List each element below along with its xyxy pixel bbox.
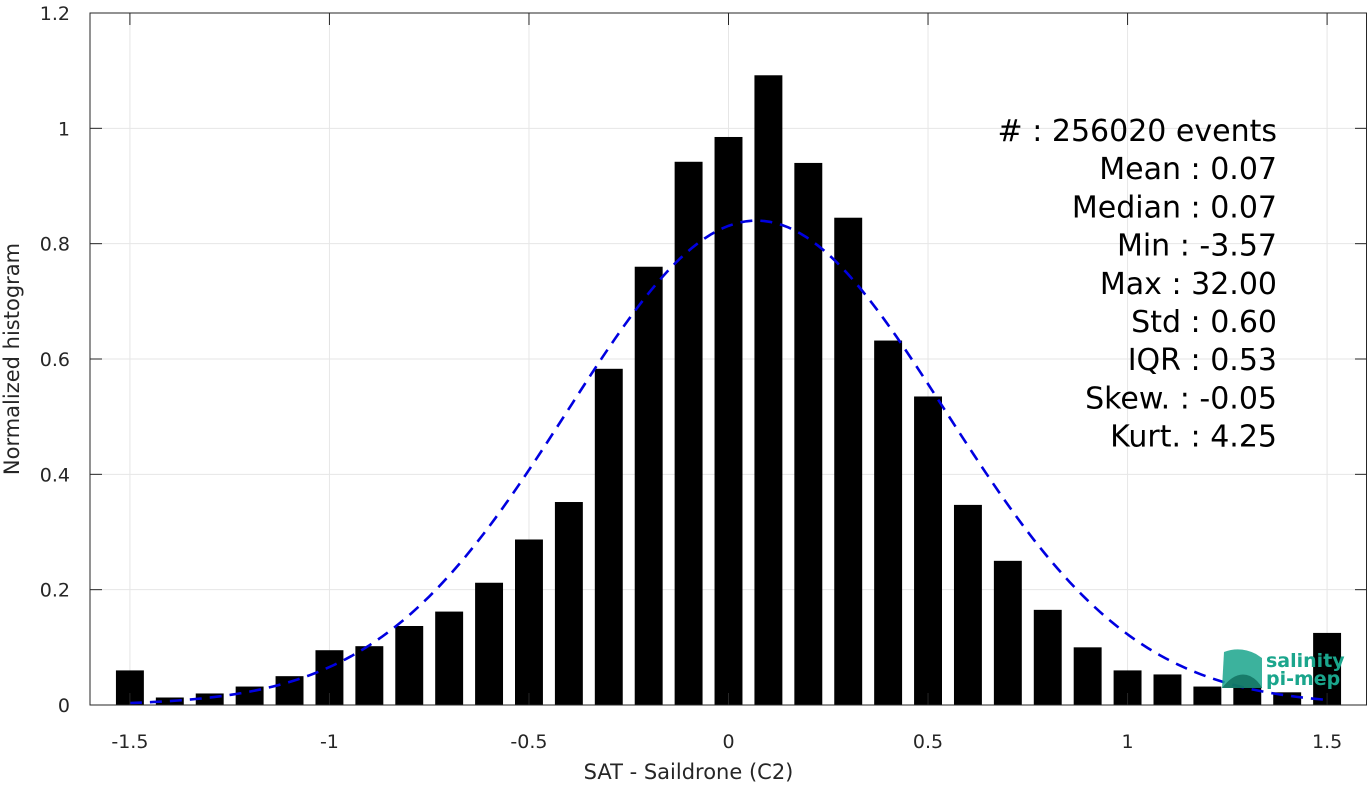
salinity-pi-mep-logo: salinity pi-mep: [1222, 649, 1345, 690]
histogram-bar: [515, 539, 543, 705]
y-tick-label: 0.8: [40, 234, 70, 256]
stat-line: Median : 0.07: [1072, 190, 1277, 225]
stat-value: : -3.57: [1180, 229, 1277, 264]
x-tick-label: -1: [320, 731, 339, 753]
stat-line: Std : 0.60: [1131, 305, 1277, 340]
x-axis-ticks: -1.5 -1 -0.5 0 0.5 1 1.5: [111, 13, 1342, 753]
y-tick-label: 0.2: [40, 580, 70, 602]
histogram-bar: [355, 646, 384, 705]
stat-value: : 4.25: [1191, 420, 1277, 455]
stat-value: : 32.00: [1171, 267, 1277, 302]
histogram-bar: [594, 368, 623, 705]
logo-wave-icon-dark: [1222, 674, 1262, 688]
stat-value: : 0.07: [1191, 190, 1277, 225]
stat-label: Median: [1072, 190, 1191, 225]
histogram-bar: [914, 396, 942, 705]
stat-label: Mean: [1099, 152, 1190, 187]
logo-text-pi-mep: pi-mep: [1266, 668, 1340, 690]
y-tick-label: 0.4: [40, 464, 70, 486]
stat-value: : 0.53: [1191, 343, 1277, 378]
histogram-bar: [674, 161, 703, 705]
histogram-bar: [993, 560, 1022, 705]
stat-line: IQR : 0.53: [1128, 343, 1277, 378]
stat-label: #: [998, 114, 1033, 149]
logo-text-salinity: salinity: [1266, 650, 1345, 672]
histogram-bar: [1073, 647, 1102, 705]
stat-label: Kurt.: [1110, 420, 1190, 455]
histogram-bar: [874, 340, 903, 705]
histogram-bar: [1233, 687, 1262, 705]
histogram-bar: [155, 697, 184, 705]
stat-label: Std: [1131, 305, 1190, 340]
histogram-bar: [714, 136, 743, 705]
stat-line: Kurt. : 4.25: [1110, 420, 1277, 455]
stat-value: : -0.05: [1180, 381, 1277, 416]
stat-line: Min : -3.57: [1117, 229, 1277, 264]
y-tick-label: 0.6: [40, 349, 70, 371]
histogram-bar: [195, 693, 224, 705]
stat-label: Max: [1100, 267, 1172, 302]
x-tick-label: 1: [1122, 731, 1134, 753]
x-tick-label: 0: [722, 731, 734, 753]
y-axis-ticks: 0 0.2 0.4 0.6 0.8 1 1.2: [40, 3, 1367, 717]
histogram-bar: [435, 611, 464, 705]
stat-label: IQR: [1128, 343, 1191, 378]
y-tick-label: 1: [58, 118, 70, 140]
histogram-bar: [554, 502, 583, 705]
stat-value: : 0.07: [1191, 152, 1277, 187]
histogram-bar: [475, 582, 504, 705]
x-tick-label: -0.5: [510, 731, 547, 753]
histogram-bar: [1033, 609, 1062, 705]
histogram-bar: [1193, 686, 1222, 705]
gaussian-fit-curve: [129, 219, 1328, 705]
stat-label: Skew.: [1085, 381, 1180, 416]
histogram-bars: [115, 75, 1342, 705]
y-tick-label: 1.2: [40, 3, 70, 25]
stat-value: : 256020 events: [1032, 114, 1277, 149]
x-tick-label: -1.5: [111, 731, 148, 753]
histogram-bar: [395, 625, 424, 705]
x-axis-label: SAT - Saildrone (C2): [584, 760, 794, 784]
histogram-bar: [754, 75, 783, 705]
stat-line: Max : 32.00: [1100, 267, 1277, 302]
histogram-bar: [953, 504, 982, 705]
histogram-bar: [1153, 674, 1182, 705]
histogram-bar: [275, 676, 304, 705]
x-tick-label: 0.5: [913, 731, 943, 753]
stat-line: Mean : 0.07: [1099, 152, 1277, 187]
stat-line: Skew. : -0.05: [1085, 381, 1277, 416]
histogram-bar: [634, 266, 663, 705]
x-tick-label: 1.5: [1312, 731, 1342, 753]
histogram-bar: [794, 162, 823, 705]
stat-value: : 0.60: [1191, 305, 1277, 340]
histogram-bar: [1313, 632, 1342, 705]
histogram-bar: [834, 217, 863, 705]
y-tick-label: 0: [58, 695, 70, 717]
y-axis-label: Normalized histogram: [0, 243, 24, 475]
stat-line: # : 256020 events: [998, 114, 1277, 149]
stat-label: Min: [1117, 229, 1180, 264]
